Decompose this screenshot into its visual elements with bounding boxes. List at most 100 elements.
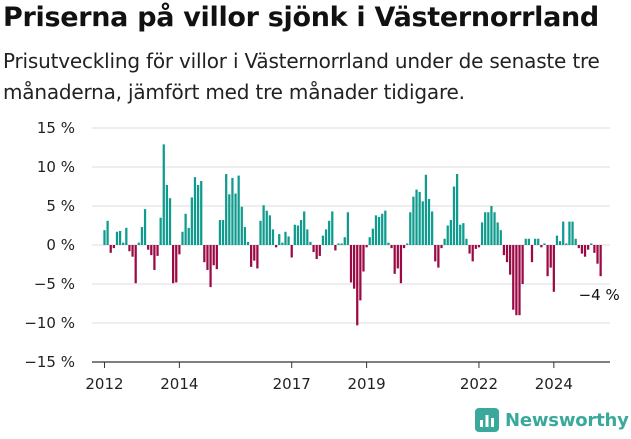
- bar: [190, 197, 193, 245]
- bar: [521, 245, 524, 284]
- bar: [465, 238, 468, 245]
- bar: [178, 245, 181, 255]
- chart-bars-icon: [475, 408, 499, 432]
- bar: [555, 235, 559, 245]
- last-value-label: −4 %: [579, 286, 620, 304]
- bar: [293, 224, 296, 245]
- bar: [331, 211, 334, 245]
- bar: [147, 245, 150, 250]
- bar: [396, 245, 399, 269]
- bar: [587, 245, 590, 250]
- bar: [334, 245, 337, 251]
- bar: [540, 245, 543, 248]
- bar: [377, 216, 381, 245]
- bar: [246, 241, 250, 245]
- bar: [118, 230, 122, 245]
- bar: [533, 238, 537, 245]
- bar: [449, 220, 452, 245]
- bar: [393, 245, 396, 274]
- bar: [140, 227, 144, 245]
- bar: [496, 222, 499, 245]
- bar: [418, 191, 421, 245]
- bar: [452, 186, 456, 245]
- bar: [368, 237, 371, 245]
- bar: [134, 245, 137, 284]
- bar: [221, 220, 225, 245]
- bar: [228, 194, 231, 245]
- bar: [206, 245, 209, 270]
- y-tick-label: −15 %: [24, 353, 75, 371]
- bar: [558, 241, 562, 245]
- bar: [262, 205, 265, 245]
- bar: [181, 231, 184, 245]
- y-axis-tick-labels: 15 % 10 % 5 % 0 % −5 % −10 % −15 %: [24, 119, 75, 371]
- bar: [443, 238, 446, 245]
- bar: [374, 215, 378, 245]
- newsworthy-logo: Newsworthy: [475, 406, 629, 434]
- bar: [549, 245, 552, 268]
- bar: [299, 220, 303, 245]
- x-tick-label: 2014: [160, 375, 198, 393]
- bar: [409, 212, 412, 245]
- bar: [502, 245, 506, 256]
- bar: [184, 213, 187, 245]
- bar: [399, 245, 403, 284]
- y-tick-label: −5 %: [34, 275, 75, 293]
- bar: [356, 245, 359, 326]
- bar: [359, 245, 362, 301]
- bar: [381, 213, 384, 245]
- bar: [362, 245, 365, 272]
- x-tick-label: 2017: [273, 375, 311, 393]
- y-tick-label: −10 %: [24, 314, 75, 332]
- bar: [287, 236, 290, 245]
- bar: [455, 174, 459, 245]
- bar: [231, 177, 234, 245]
- bar: [487, 212, 490, 245]
- y-tick-label: 15 %: [37, 119, 75, 137]
- bar: [431, 211, 434, 245]
- bar: [490, 206, 493, 245]
- bar: [546, 245, 549, 277]
- bar: [212, 245, 215, 266]
- bar: [406, 243, 409, 245]
- bar: [552, 245, 555, 292]
- y-tick-label: 0 %: [46, 236, 75, 254]
- bar: [240, 206, 243, 245]
- bar: [437, 245, 440, 268]
- bar: [106, 220, 109, 245]
- bar: [296, 225, 300, 245]
- bars: [103, 144, 602, 326]
- bar: [577, 245, 580, 249]
- bar: [427, 198, 431, 245]
- bar: [530, 245, 534, 263]
- bar: [415, 189, 418, 245]
- bar: [284, 231, 287, 245]
- bar: [583, 245, 587, 257]
- bar: [196, 184, 200, 245]
- bar: [265, 210, 268, 245]
- bar: [477, 245, 481, 248]
- bar: [515, 245, 518, 316]
- bar: [596, 245, 599, 264]
- bar: [259, 220, 262, 245]
- bar: [324, 229, 328, 245]
- bar: [162, 144, 165, 245]
- bar: [459, 224, 462, 245]
- bar: [243, 227, 247, 245]
- bar: [168, 198, 172, 245]
- bar: [571, 221, 574, 245]
- bar: [412, 196, 415, 245]
- bar: [328, 220, 331, 245]
- bar: [303, 211, 306, 245]
- bar: [268, 215, 271, 245]
- bar: [424, 174, 428, 245]
- brand-name: Newsworthy: [505, 409, 629, 431]
- y-tick-label: 5 %: [46, 197, 75, 215]
- bar: [256, 245, 259, 269]
- bar: [499, 230, 502, 245]
- bar: [187, 227, 190, 245]
- bar: [172, 245, 175, 284]
- bar: [340, 243, 343, 245]
- bar: [568, 221, 571, 245]
